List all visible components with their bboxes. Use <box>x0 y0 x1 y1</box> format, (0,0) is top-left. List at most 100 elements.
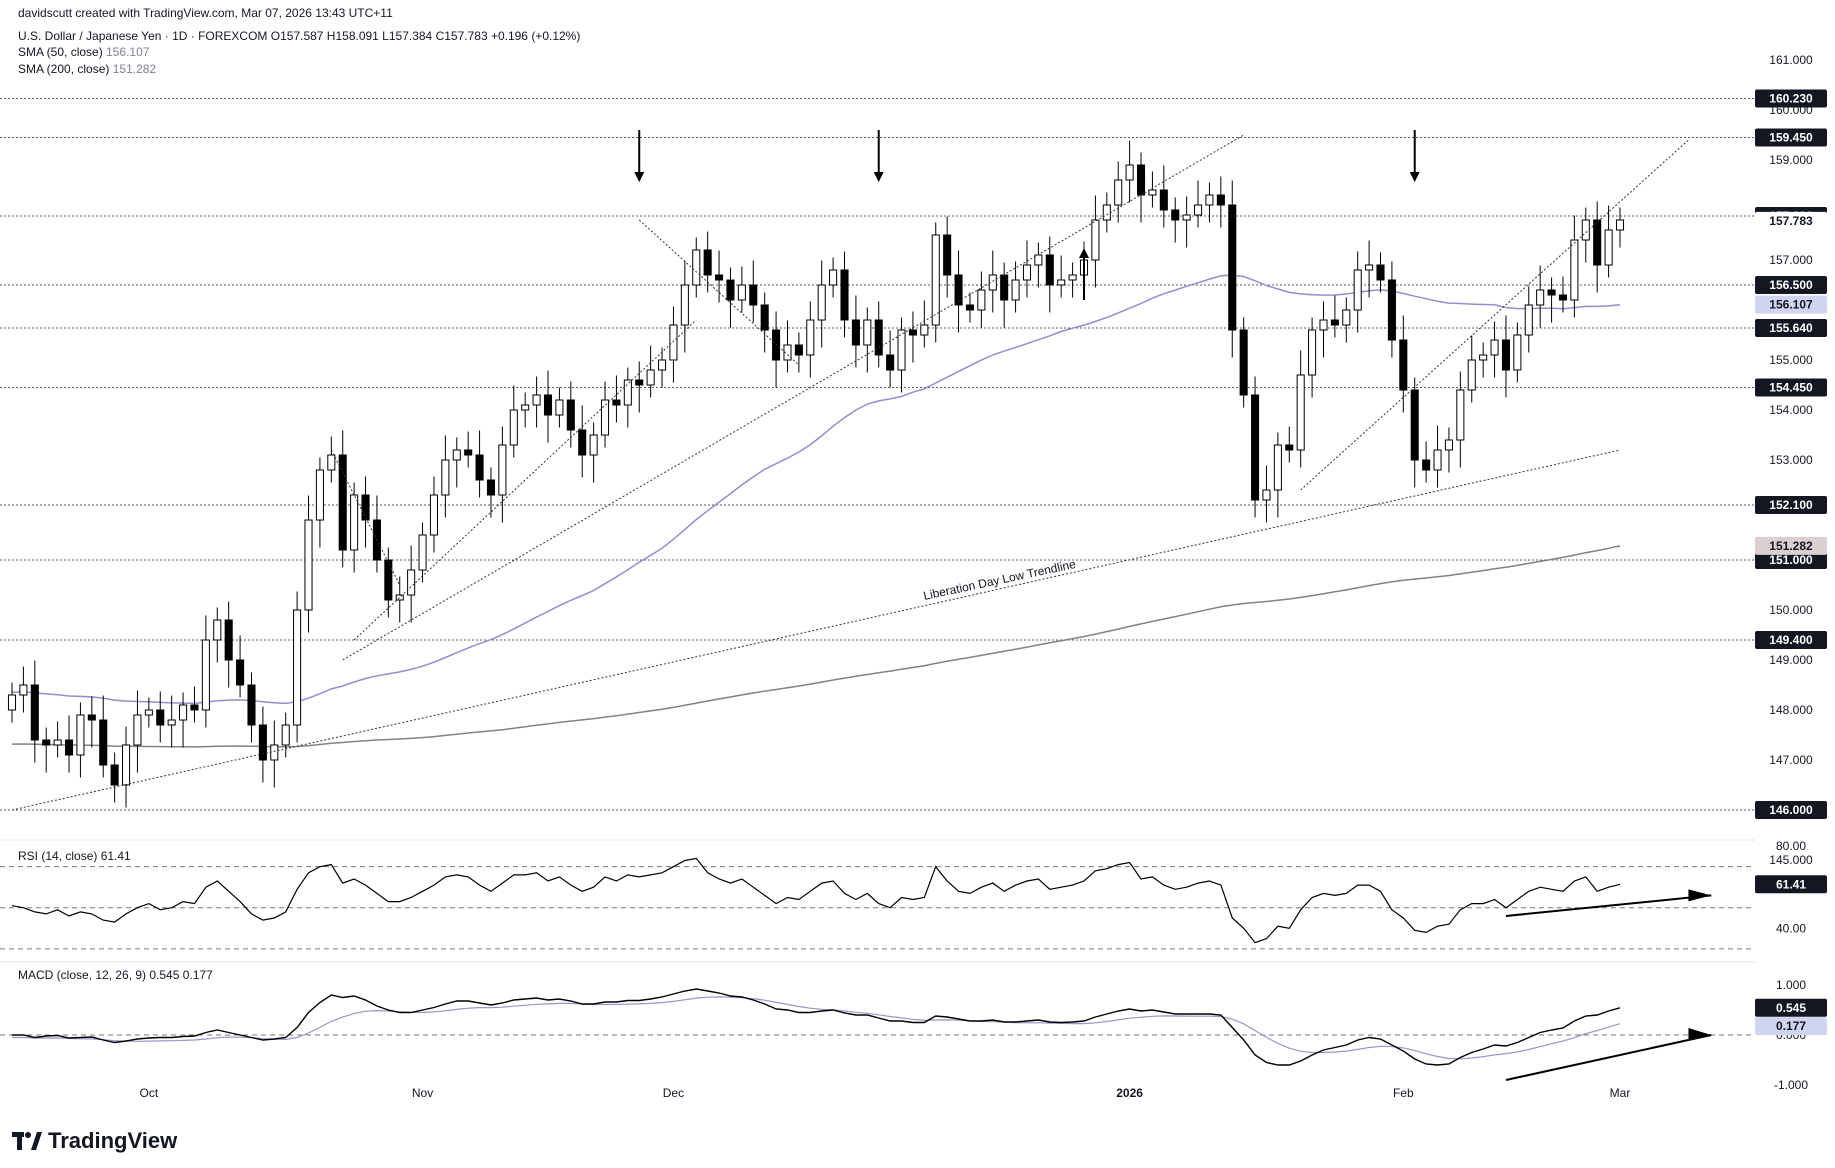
candle-body <box>943 234 952 276</box>
candle-body <box>1570 239 1579 301</box>
candle-body <box>1581 219 1590 241</box>
candle-body <box>669 324 678 361</box>
candle-body <box>1114 179 1123 206</box>
trendline <box>330 449 401 586</box>
candle-body <box>1342 309 1351 326</box>
candle-body <box>270 744 279 761</box>
candle-body <box>977 289 986 311</box>
macd-tick-label: 1.000 <box>1776 978 1806 992</box>
creator-note: davidscutt created with TradingView.com,… <box>18 6 393 20</box>
candle-body <box>99 719 108 766</box>
candle-body <box>201 639 210 711</box>
price-tick-label: 161.000 <box>1769 53 1813 67</box>
candle-body <box>1558 294 1568 301</box>
candle-body <box>407 569 416 596</box>
candle-body <box>1399 339 1408 391</box>
signal-value-badge: 0.177 <box>1776 1019 1806 1033</box>
last-close-badge: 157.783 <box>1769 214 1813 228</box>
price-tick-label: 149.000 <box>1769 653 1813 667</box>
rsi-tick-label: 40.00 <box>1776 921 1806 935</box>
candle-body <box>703 249 712 276</box>
candle-body <box>1422 459 1431 471</box>
candle-body <box>258 724 267 761</box>
candle-body <box>384 559 393 601</box>
candle-body <box>1456 389 1465 441</box>
macd-trend-arrow <box>1505 1034 1712 1081</box>
candle-body <box>988 274 997 291</box>
candle-body <box>886 354 895 371</box>
sma200-badge-bg <box>1755 536 1827 555</box>
candle-body <box>1011 279 1020 301</box>
trendline <box>11 449 1621 811</box>
candle-body <box>1216 194 1225 206</box>
candle-body <box>680 284 689 326</box>
rsi-line <box>11 857 1621 944</box>
candle-body <box>566 399 575 431</box>
candle-body <box>1251 394 1260 501</box>
candle-body <box>806 319 815 356</box>
candle-body <box>452 449 461 461</box>
candle-body <box>315 469 324 521</box>
candle-body <box>954 274 963 306</box>
level-label: 160.230 <box>1769 92 1813 106</box>
candle-body <box>1159 189 1168 211</box>
candle-body <box>350 494 359 551</box>
candle-body <box>156 709 165 726</box>
candle-body <box>19 684 28 696</box>
candle-body <box>851 319 860 346</box>
level-label-bg <box>1755 319 1827 337</box>
level-label: 155.640 <box>1769 321 1813 335</box>
candle-body <box>589 434 598 456</box>
price-tick-label: 150.000 <box>1769 603 1813 617</box>
candle-body <box>1376 264 1385 281</box>
rsi-title: RSI (14, close) 61.41 <box>18 849 131 863</box>
candle-body <box>897 329 906 371</box>
candle-body <box>1353 269 1362 311</box>
candle-body <box>1045 254 1054 286</box>
candle-body <box>509 409 518 446</box>
price-tick-label: 147.000 <box>1769 753 1813 767</box>
down-arrow-head <box>1409 172 1420 182</box>
candle-body <box>122 744 131 786</box>
candle-body <box>475 454 484 481</box>
sma200-legend[interactable]: SMA (200, close) 151.282 <box>18 62 156 76</box>
candle-body <box>190 704 199 711</box>
candle-body <box>441 459 450 496</box>
level-label-bg <box>1755 631 1827 649</box>
macd-tick-label: -1.000 <box>1774 1078 1808 1092</box>
level-label: 159.450 <box>1769 131 1813 145</box>
candle-body <box>840 269 849 321</box>
candle-body <box>908 329 917 336</box>
candle-body <box>931 234 940 326</box>
candle-body <box>965 304 974 311</box>
candle-body <box>293 609 302 726</box>
candle-body <box>1262 489 1271 501</box>
candle-body <box>464 449 473 456</box>
tradingview-logo-icon <box>12 1132 42 1150</box>
sma50-badge: 156.107 <box>1769 298 1813 312</box>
candle-body <box>1125 164 1134 181</box>
candle-body <box>1479 354 1488 361</box>
candle-body <box>760 304 769 331</box>
candle-body <box>772 329 781 361</box>
candle-body <box>612 399 621 406</box>
sma50-legend[interactable]: SMA (50, close) 156.107 <box>18 45 149 59</box>
candle-body <box>783 344 792 361</box>
level-label-bg <box>1755 496 1827 514</box>
price-tick-label: 154.000 <box>1769 403 1813 417</box>
candle-body <box>749 284 758 306</box>
candle-body <box>1513 334 1522 371</box>
candle-body <box>532 394 541 406</box>
price-tick-label: 159.000 <box>1769 153 1813 167</box>
candle-body <box>1102 204 1111 221</box>
x-tick-label: Oct <box>140 1086 159 1100</box>
candle-body <box>179 704 188 721</box>
candle-body <box>1490 339 1499 356</box>
level-label-bg <box>1755 89 1827 108</box>
candle-body <box>1136 164 1146 196</box>
candle-body <box>1547 289 1556 296</box>
macd-value-badge: 0.545 <box>1776 1001 1806 1015</box>
symbol-legend[interactable]: U.S. Dollar / Japanese Yen · 1D · FOREXC… <box>18 29 581 43</box>
level-label-bg <box>1755 378 1827 397</box>
